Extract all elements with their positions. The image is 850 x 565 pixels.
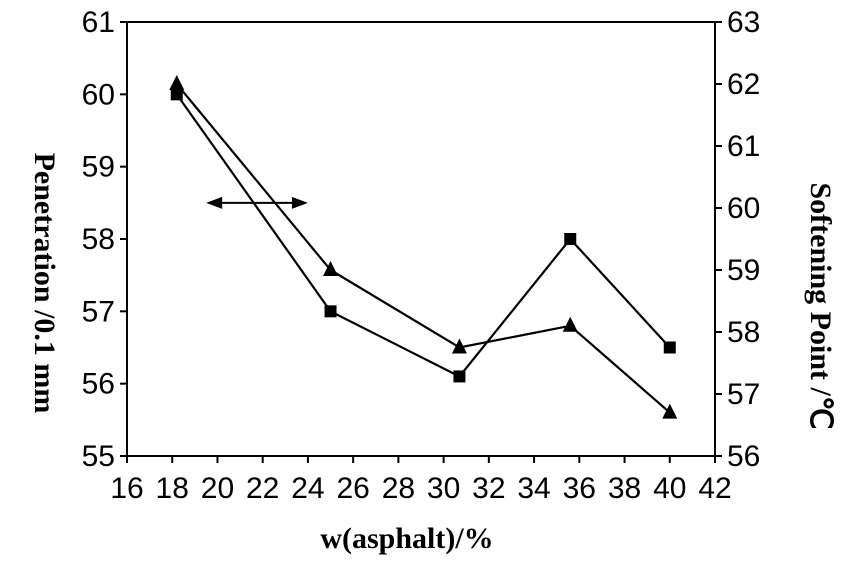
series-2-triangle-marker [323, 261, 339, 276]
annotations-layer [206, 196, 308, 209]
x-tick-label: 38 [608, 472, 641, 505]
x-tick-label: 30 [427, 472, 460, 505]
right-y-tick-label: 56 [727, 440, 760, 473]
left-y-tick-label: 56 [82, 368, 115, 401]
series-2-line [175, 83, 671, 414]
series-2-triangle-marker [451, 338, 467, 354]
right-y-tick-label: 63 [727, 6, 760, 39]
series-2-triangle-marker [562, 316, 578, 332]
right-y-tick-label: 61 [727, 130, 760, 163]
plot-frame [126, 21, 716, 457]
left-y-tick-label: 60 [82, 78, 115, 111]
axis-indicator-arrowhead-left [206, 196, 223, 209]
series-1-square-marker [170, 88, 183, 101]
series-2-triangle-marker [662, 403, 678, 419]
series-1-square-marker [453, 370, 466, 383]
x-tick-label: 36 [563, 472, 596, 505]
x-tick-label: 26 [336, 472, 369, 505]
x-tick-label: 20 [201, 472, 234, 505]
left-y-tick-label: 59 [82, 151, 115, 184]
series-2-triangle-marker [169, 75, 185, 90]
x-tick-label: 32 [472, 472, 505, 505]
series-1-square-marker [324, 305, 337, 318]
ticks: 16 18 20 22 24 26 28 30 32 34 36 38 40 42 55 56 57 58 59 60… [82, 6, 761, 505]
right-y-tick-label: 59 [727, 254, 760, 287]
series-1-line [175, 93, 671, 378]
right-y-tick-label: 60 [727, 192, 760, 225]
x-axis-title: w(asphalt)/% [320, 522, 493, 555]
x-tick-label: 24 [291, 472, 324, 505]
x-tick-label: 22 [246, 472, 279, 505]
x-tick-label: 40 [653, 472, 686, 505]
series-1-square-marker [663, 341, 676, 354]
series-1-square-marker [564, 233, 577, 245]
x-tick-label: 28 [382, 472, 415, 505]
x-tick-label: 18 [156, 472, 189, 505]
right-y-axis-title: Softening Point /℃ [804, 182, 837, 429]
right-y-tick-label: 62 [727, 68, 760, 101]
left-y-axis-title: Penetration /0.1 mm [28, 153, 61, 414]
x-tick-label: 42 [698, 472, 731, 505]
axis-indicator-arrowhead-right [291, 196, 308, 209]
right-y-tick-label: 57 [727, 378, 760, 411]
left-y-tick-label: 61 [82, 6, 115, 39]
x-tick-label: 34 [517, 472, 550, 505]
left-y-tick-label: 57 [82, 295, 115, 328]
left-y-tick-label: 58 [82, 223, 115, 256]
series-layer [169, 75, 678, 419]
left-y-tick-label: 55 [82, 440, 115, 473]
right-y-tick-label: 58 [727, 316, 760, 349]
axes [126, 21, 716, 457]
x-tick-label: 16 [110, 472, 143, 505]
